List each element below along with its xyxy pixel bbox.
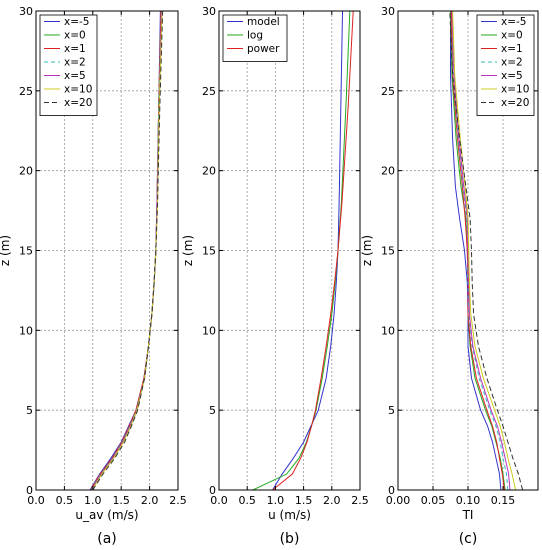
legend-entry-label: x=0 [501,30,523,42]
y-tick-label: 10 [19,324,33,337]
x-tick-label: 0.15 [491,494,516,507]
series-line-7 [449,11,524,490]
series-line-1 [450,11,502,490]
series-line-6 [91,11,163,490]
legend-entry-label: model [247,16,280,28]
x-tick-label: 1.5 [112,494,130,507]
legend-entry-label: x=1 [501,43,523,55]
y-tick-label: 5 [388,404,395,417]
series-group [89,11,164,490]
panel-label: (b) [280,531,300,547]
legend-entry-label: x=20 [64,97,92,109]
x-axis-label: u_av (m/s) [75,508,138,522]
y-axis-label: z (m) [0,235,12,266]
x-tick-label: 1.5 [295,494,313,507]
y-tick-label: 5 [26,404,33,417]
x-tick-label: 0.00 [386,494,411,507]
y-tick-label: 0 [388,484,395,497]
y-tick-label: 20 [202,165,216,178]
x-tick-label: 0.10 [456,494,481,507]
series-group [449,11,524,490]
legend-entry-label: x=5 [501,70,523,82]
legend-entry-label: x=2 [501,57,523,69]
y-tick-label: 15 [19,245,33,258]
y-axis-label: z (m) [360,235,374,266]
series-line-4 [451,11,509,490]
panel-label: (a) [97,531,117,547]
y-tick-label: 25 [381,85,395,98]
legend-entry-label: x=-5 [64,16,89,28]
series-line-5 [91,11,163,490]
y-axis-label: z (m) [181,235,195,266]
y-tick-label: 25 [19,85,33,98]
legend-box [222,14,288,62]
x-tick-label: 0.0 [27,494,45,507]
series-line-6 [452,11,517,490]
y-tick-label: 30 [381,5,395,18]
x-tick-label: 2.0 [323,494,341,507]
y-tick-label: 0 [209,484,216,497]
legend-entry-label: x=0 [64,30,86,42]
legend-entry-label: x=1 [64,43,86,55]
x-tick-label: 1.0 [84,494,102,507]
legend-entry-label: x=-5 [501,16,526,28]
x-tick-label: 0.05 [421,494,446,507]
legend-entry-label: x=5 [64,70,86,82]
x-tick-label: 1.0 [267,494,285,507]
legend-box [476,14,535,116]
panel-1: 0.0 0.5 1.0 1.5 2.0 2.5 0 5 10 15 20 25 30 u_av (m/s)… [0,5,187,547]
y-tick-label: 10 [381,324,395,337]
series-line-5 [451,11,511,490]
legend-entry-label: x=2 [64,57,86,69]
y-tick-label: 25 [202,85,216,98]
y-tick-label: 10 [202,324,216,337]
series-line-3 [450,11,505,490]
y-tick-label: 5 [209,404,216,417]
x-tick-label: 2.5 [169,494,187,507]
x-axis-label: u (m/s) [268,508,311,522]
series-line-3 [272,11,354,490]
y-tick-label: 30 [202,5,216,18]
legend: x=-5 x=0x=1 x=2x=5 x=10x=20 [476,14,535,116]
panel-3: 0.00 0.05 0.10 0.15 0 5 10 15 20 25 30 TI z (m) (c) x=… [360,5,539,547]
x-tick-label: 0.5 [238,494,256,507]
series-group [252,11,354,490]
x-tick-label: 0.5 [56,494,74,507]
panel-label: (c) [459,531,478,547]
legend-entry-label: log [247,30,263,42]
legend-entry-label: x=10 [501,84,529,96]
legend-entry-label: x=10 [64,84,92,96]
x-tick-label: 0.0 [210,494,228,507]
legend-entry-label: power [247,43,280,55]
x-tick-label: 2.5 [351,494,369,507]
y-tick-label: 15 [202,245,216,258]
x-tick-label: 2.0 [141,494,159,507]
y-tick-label: 30 [19,5,33,18]
legend-entry-label: x=20 [501,97,529,109]
legend: x=-5 x=0x=1 x=2x=5 x=10x=20 [39,14,98,116]
y-tick-label: 20 [19,165,33,178]
y-tick-label: 0 [26,484,33,497]
series-line-1 [272,11,344,490]
x-axis-label: TI [462,508,474,522]
y-tick-label: 20 [381,165,395,178]
y-tick-label: 15 [381,245,395,258]
panel-2: 0.0 0.5 1.0 1.5 2.0 2.5 0 5 10 15 20 25 30 u (m/s) z (… [181,5,369,547]
series-line-7 [92,11,164,490]
legend-box [39,14,98,116]
